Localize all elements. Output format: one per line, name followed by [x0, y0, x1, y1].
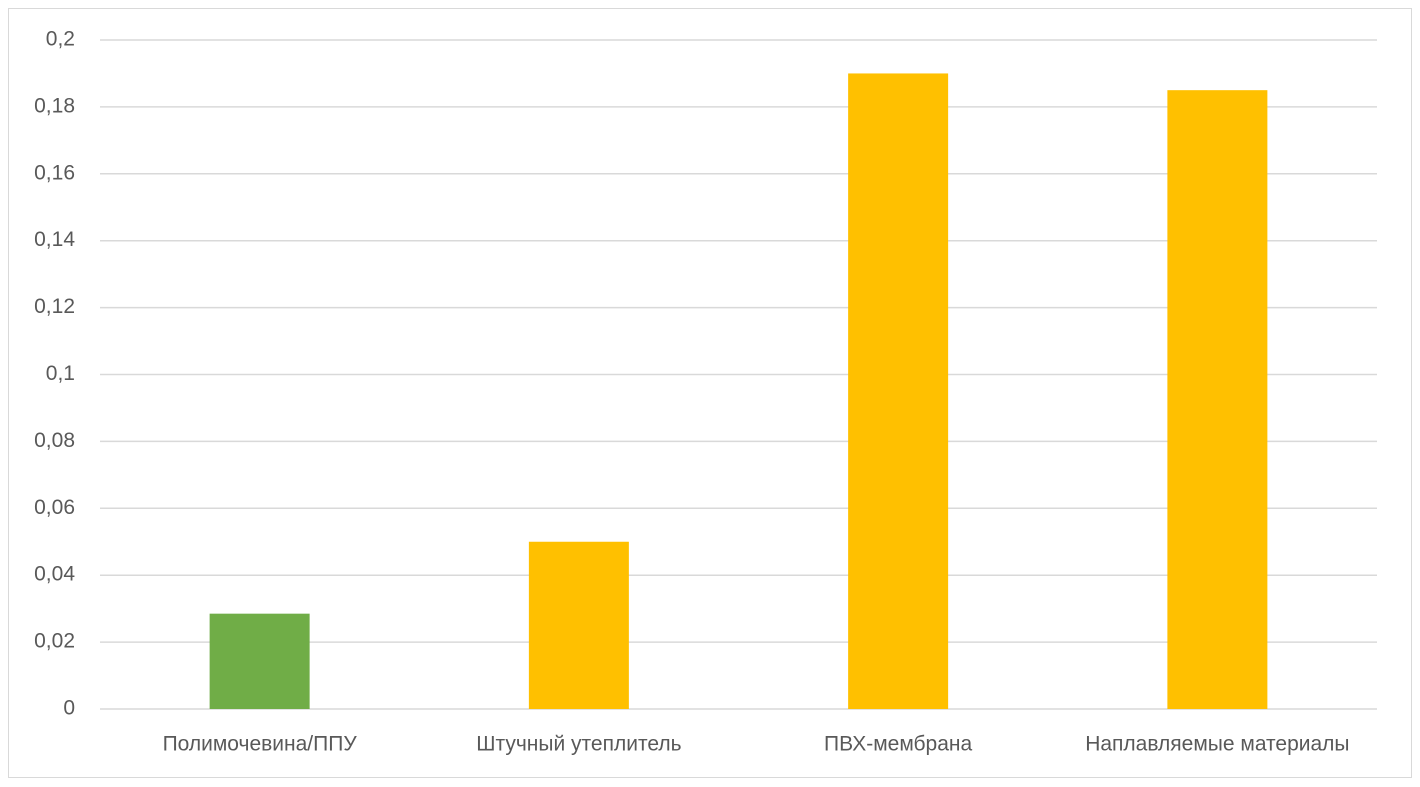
- y-tick-label: 0,18: [34, 94, 75, 117]
- bar: [848, 73, 949, 709]
- y-tick-label: 0,12: [34, 295, 75, 318]
- x-tick-label: Полимочевина/ППУ: [163, 733, 358, 756]
- y-tick-label: 0,08: [34, 429, 75, 452]
- y-tick-label: 0,2: [46, 28, 75, 51]
- y-tick-label: 0,02: [34, 630, 75, 653]
- y-tick-label: 0,06: [34, 496, 75, 519]
- bar: [528, 541, 629, 709]
- y-tick-label: 0,16: [34, 161, 75, 184]
- y-tick-label: 0,04: [34, 563, 75, 586]
- x-tick-label: Штучный утеплитель: [476, 733, 681, 756]
- y-tick-label: 0,1: [46, 362, 75, 385]
- x-tick-label: ПВХ-мембрана: [824, 733, 972, 756]
- bar: [209, 613, 310, 709]
- bar: [1167, 90, 1268, 710]
- y-tick-label: 0: [63, 697, 75, 720]
- y-tick-label: 0,14: [34, 228, 75, 251]
- x-tick-label: Наплавляемые материалы: [1085, 733, 1349, 756]
